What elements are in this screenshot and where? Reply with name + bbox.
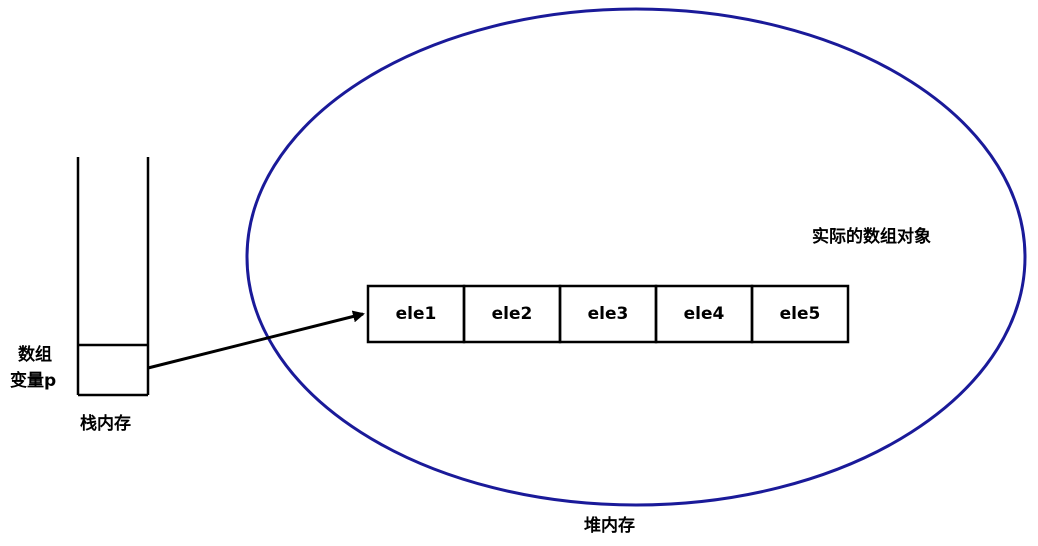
array-element-label-5: ele5 (779, 304, 821, 324)
array-element-label-1: ele1 (395, 304, 437, 324)
heap-memory-label: 堆内存 (584, 516, 635, 536)
array-object-label: 实际的数组对象 (812, 227, 931, 247)
stack-container (76, 157, 150, 397)
array-variable-label-line1: 数组 (18, 345, 52, 365)
array-variable-label-line2: 变量p (10, 371, 57, 391)
reference-arrow (147, 310, 365, 370)
array-cell-5 (750, 284, 850, 344)
array-element-label-3: ele3 (587, 304, 629, 324)
stack-memory-label: 栈内存 (80, 414, 131, 434)
array-element-label-4: ele4 (683, 304, 725, 324)
heap-memory-ellipse (245, 7, 1027, 507)
array-cells (366, 284, 850, 344)
array-element-label-2: ele2 (491, 304, 533, 324)
